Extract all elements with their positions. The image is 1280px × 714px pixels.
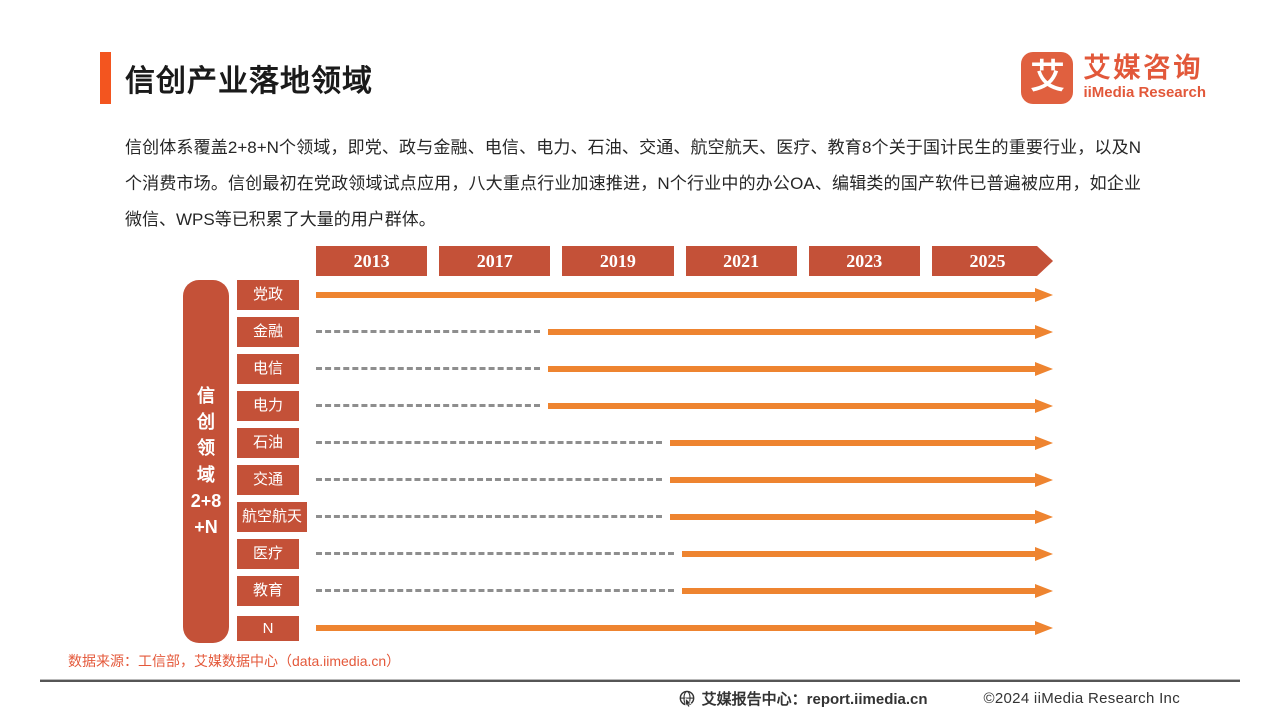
industry-row: 交通 — [237, 465, 1053, 495]
industry-row: 电力 — [237, 391, 1053, 421]
year-axis-block: 2021 — [685, 246, 797, 276]
row-track — [316, 280, 1053, 310]
progress-arrow — [669, 477, 1035, 483]
industry-row: 航空航天 — [237, 502, 1053, 532]
progress-arrow — [548, 366, 1035, 372]
logo-symbol: 艾 — [1030, 57, 1065, 96]
source-note: 数据来源：工信部，艾媒数据中心（data.iimedia.cn） — [68, 653, 401, 669]
industry-row: 医疗 — [237, 539, 1053, 569]
row-track — [316, 391, 1053, 421]
industry-label: 医疗 — [237, 539, 299, 569]
progress-arrow — [316, 292, 1035, 298]
row-track — [316, 317, 1053, 347]
report-center-text: 艾媒报告中心：report.iimedia.cn — [701, 691, 928, 708]
slide-content: 信创产业落地领域 艾 艾媒咨询 iiMedia Research 信创体系覆盖2… — [0, 0, 1280, 671]
axis-label: 信 创 领 域 2+8 +N — [190, 386, 222, 537]
title-row: 信创产业落地领域 艾 艾媒咨询 iiMedia Research — [100, 50, 1212, 106]
industry-row: 党政 — [237, 280, 1053, 310]
timeline-chart: 2013 2017 2019 2021 2023 2025 信 创 领 域 2+8 +N … — [183, 246, 1053, 643]
year-axis-block: 2017 — [439, 246, 551, 276]
industry-row: 石油 — [237, 428, 1053, 458]
year-axis-block: 2013 — [316, 246, 428, 276]
pending-dashed-line — [316, 404, 541, 407]
industry-row: 电信 — [237, 354, 1053, 384]
industry-label: 电信 — [237, 354, 299, 384]
industry-row: 教育 — [237, 576, 1053, 606]
progress-arrow — [316, 625, 1035, 631]
progress-arrow — [548, 403, 1035, 409]
row-track — [316, 613, 1053, 643]
pending-dashed-line — [316, 515, 662, 518]
intro-paragraph: 信创体系覆盖2+8+N个领域，即党、政与金融、电信、电力、石油、交通、航空航天、… — [125, 138, 1141, 229]
row-track — [316, 539, 1053, 569]
progress-arrow — [669, 440, 1035, 446]
industry-label: N — [237, 616, 299, 641]
year-axis-block: 2019 — [562, 246, 674, 276]
industry-label: 电力 — [237, 391, 299, 421]
industry-label: 航空航天 — [237, 502, 308, 532]
industry-row: 金融 — [237, 317, 1053, 347]
industry-label: 教育 — [237, 576, 299, 606]
industry-row: N — [237, 613, 1053, 643]
year-axis-block: 2023 — [808, 246, 920, 276]
pending-dashed-line — [316, 441, 662, 444]
globe-cursor-icon — [679, 690, 695, 708]
industry-label: 党政 — [237, 280, 299, 310]
progress-arrow — [548, 329, 1035, 335]
axis-bar: 信 创 领 域 2+8 +N — [183, 280, 229, 643]
iimedia-logo: 艾 艾媒咨询 iiMedia Research — [1021, 52, 1206, 104]
year-axis-block: 2025 — [932, 246, 1053, 276]
industry-label: 交通 — [237, 465, 299, 495]
row-track — [316, 465, 1053, 495]
pending-dashed-line — [316, 478, 662, 481]
footer: 艾媒报告中心：report.iimedia.cn ©2024 iiMedia R… — [0, 688, 1280, 709]
progress-arrow — [682, 551, 1035, 557]
logo-text: 艾媒咨询 iiMedia Research — [1083, 54, 1206, 101]
pending-dashed-line — [316, 589, 675, 592]
row-track — [316, 576, 1053, 606]
row-track — [316, 354, 1053, 384]
progress-arrow — [682, 588, 1035, 594]
chart-rows: 党政 金融 电信 电力 石油 交通 — [237, 280, 1053, 643]
row-track — [316, 428, 1053, 458]
chart-body: 信 创 领 域 2+8 +N 党政 金融 电信 电力 石油 — [183, 280, 1053, 643]
pending-dashed-line — [316, 367, 541, 370]
logo-name-en: iiMedia Research — [1083, 84, 1206, 102]
progress-arrow — [669, 514, 1035, 520]
logo-mark-icon: 艾 — [1021, 52, 1074, 104]
copyright-text: ©2024 iiMedia Research Inc — [983, 690, 1180, 707]
row-track — [316, 502, 1053, 532]
title-accent-bar — [100, 52, 111, 104]
pending-dashed-line — [316, 330, 541, 333]
report-center: 艾媒报告中心：report.iimedia.cn — [678, 688, 928, 709]
pending-dashed-line — [316, 552, 675, 555]
page-title: 信创产业落地领域 — [125, 65, 373, 98]
industry-label: 石油 — [237, 428, 299, 458]
logo-name-cn: 艾媒咨询 — [1083, 53, 1204, 84]
footer-divider — [40, 679, 1240, 682]
industry-label: 金融 — [237, 317, 299, 347]
year-axis: 2013 2017 2019 2021 2023 2025 — [316, 246, 1053, 276]
